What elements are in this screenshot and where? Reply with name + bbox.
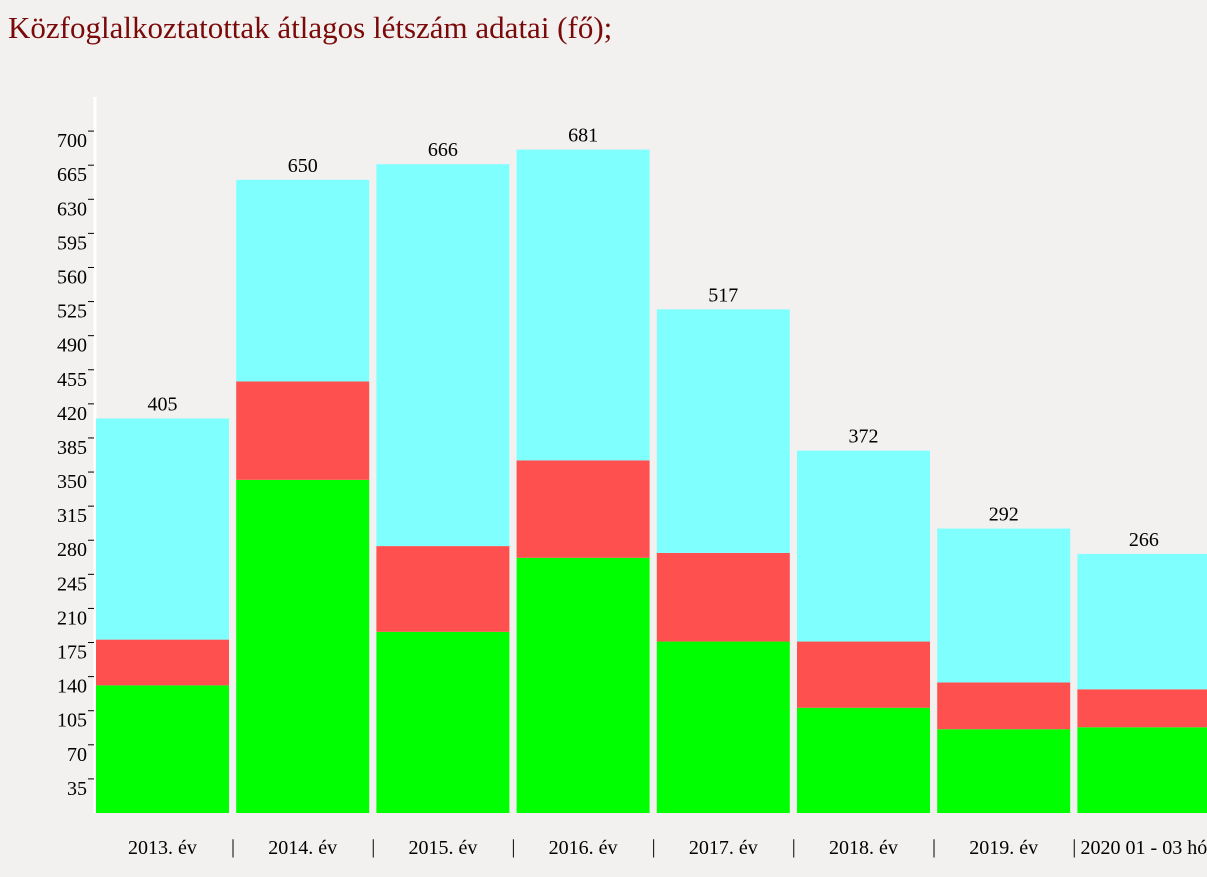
bar-segment xyxy=(656,641,790,813)
bar-segment xyxy=(937,528,1071,683)
y-tick-label: 315 xyxy=(57,505,87,527)
bar-segment xyxy=(937,682,1071,730)
y-tick-label: 210 xyxy=(57,607,87,629)
total-label: 292 xyxy=(989,504,1019,526)
total-label: 372 xyxy=(849,426,879,448)
x-tick-label: 2020 01 - 03 hó xyxy=(1080,837,1207,859)
bar-segment xyxy=(376,546,510,632)
y-tick-label: 35 xyxy=(67,778,87,800)
bar-segment xyxy=(516,557,650,813)
y-tick-label: 105 xyxy=(57,710,87,732)
separator: | xyxy=(651,836,656,858)
separator: | xyxy=(371,836,376,858)
x-tick-label: 2014. év xyxy=(268,837,338,859)
bar-segment xyxy=(797,707,930,813)
y-tick-label: 525 xyxy=(57,301,87,323)
bar-segment xyxy=(96,685,229,813)
bar-segment xyxy=(797,641,930,708)
bar-segment xyxy=(937,729,1071,813)
separator: | xyxy=(932,836,937,858)
y-tick-label: 490 xyxy=(57,335,87,357)
bar-segment xyxy=(376,631,510,813)
bar-segment xyxy=(656,552,790,642)
bar-segment xyxy=(376,164,510,547)
y-tick-label: 245 xyxy=(57,573,87,595)
bar-segment xyxy=(1077,553,1207,690)
y-tick-label: 700 xyxy=(57,130,87,152)
bar-segment xyxy=(516,460,650,558)
bar-segment xyxy=(516,149,650,461)
bar-segment xyxy=(797,450,930,642)
bar-segment xyxy=(656,309,790,553)
separator: | xyxy=(231,836,236,858)
y-tick-label: 350 xyxy=(57,471,87,493)
y-tick-label: 595 xyxy=(57,232,87,254)
total-label: 681 xyxy=(568,125,598,147)
bar-segment xyxy=(1077,727,1207,813)
y-tick-label: 455 xyxy=(57,369,87,391)
y-tick-label: 560 xyxy=(57,266,87,288)
y-tick-label: 630 xyxy=(57,198,87,220)
x-tick-label: 2017. év xyxy=(688,837,758,859)
total-label: 266 xyxy=(1129,529,1159,551)
bar-segment xyxy=(1077,689,1207,728)
total-label: 405 xyxy=(148,393,178,415)
y-tick-label: 175 xyxy=(57,642,87,664)
y-tick-label: 280 xyxy=(57,539,87,561)
separator: | xyxy=(1072,836,1077,858)
bar-segment xyxy=(236,479,370,813)
total-label: 666 xyxy=(428,139,458,161)
bar-segment xyxy=(96,639,229,686)
x-tick-label: 2013. év xyxy=(128,837,197,859)
x-tick-label: 2019. év xyxy=(969,837,1039,859)
chart-title: Közfoglalkoztatottak átlagos létszám ada… xyxy=(8,10,613,45)
bar-segment xyxy=(236,381,370,480)
bar-segment xyxy=(96,418,229,640)
x-tick-label: 2016. év xyxy=(548,837,618,859)
x-tick-label: 2015. év xyxy=(408,837,478,859)
x-tick-label: 2018. év xyxy=(829,837,898,859)
total-label: 650 xyxy=(288,155,318,177)
y-tick-label: 420 xyxy=(57,403,87,425)
separator: | xyxy=(511,836,516,858)
y-tick-label: 140 xyxy=(57,676,87,698)
bar-segment xyxy=(236,179,370,382)
total-label: 517 xyxy=(708,284,738,306)
separator: | xyxy=(791,836,796,858)
y-tick-label: 70 xyxy=(67,744,87,766)
y-tick-label: 665 xyxy=(57,164,87,186)
y-tick-label: 385 xyxy=(57,437,87,459)
